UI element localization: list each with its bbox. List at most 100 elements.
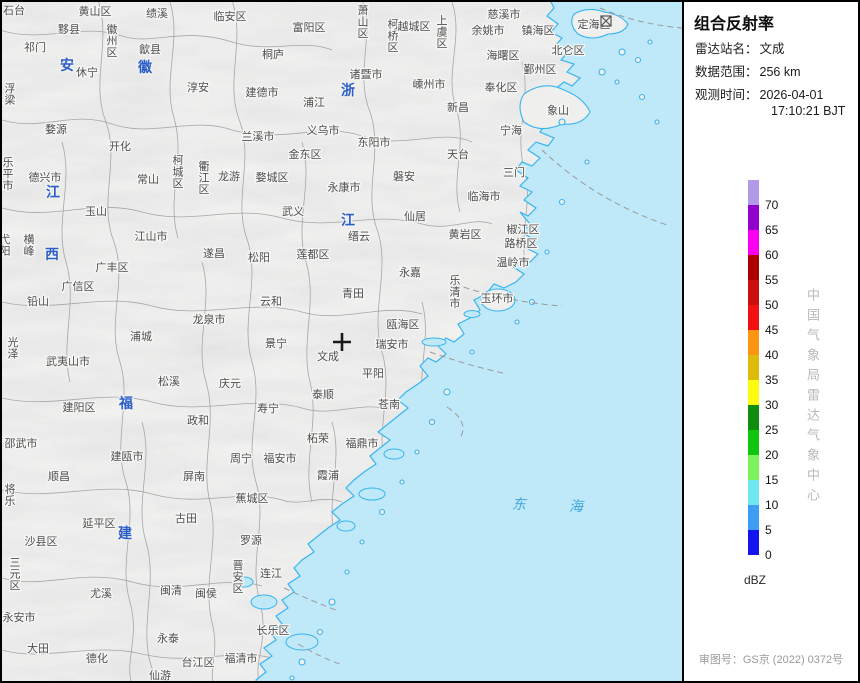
map-label: 磐安 [393,169,415,183]
legend-tick-label: 55 [765,273,779,287]
radar-map[interactable]: 石台 黄山区 绩溪 临安区 富阳区 萧山区 柯桥区 越城区 上虞区 慈溪市 定海区 余姚市 镇海区 北仑区… [2,2,684,681]
map-label: 松阳 [248,250,270,264]
map-label: 龙游 [218,170,240,183]
map-label: 青田 [342,287,364,300]
time-value-date: 2026-04-01 [759,88,824,102]
map-label: 石台 [3,3,25,17]
map-label: 浮梁 [5,82,16,107]
map-label: 海曙区 [487,48,520,62]
legend-unit: dBZ [744,573,767,587]
map-label: 绩溪 [146,7,168,20]
map-label: 柯桥区 [388,18,399,54]
legend-tick-label: 65 [765,223,779,237]
map-label: 古田 [175,512,197,525]
radar-station-cross [333,333,351,351]
info-panel: 组合反射率 雷达站名： 文成 数据范围： 256 km 观测时间： 2026-04-0… [684,2,858,681]
legend-tick-label: 15 [765,473,779,487]
map-label: 罗源 [240,533,262,547]
map-label: 蕉城区 [236,492,269,505]
legend-color-block [748,280,759,305]
station-label: 雷达站名： [695,42,758,56]
map-label: 椒江区 [507,222,540,236]
map-label: 常山 [137,173,159,186]
map-label: 柘荣 [307,431,329,445]
legend-color-block [748,305,759,330]
legend-tick-label: 30 [765,398,779,412]
province-label: 江 [46,184,60,200]
legend-color-block [748,455,759,480]
map-label: 余姚市 [472,23,505,37]
map-label: 缙云 [348,229,370,243]
range-label: 数据范围： [695,65,758,79]
map-label: 乐平市 [3,156,14,192]
map-label: 晋安区 [233,559,244,595]
province-label: 安 [60,57,74,73]
map-label: 北仑区 [552,43,585,57]
map-label: 乐清市 [450,274,461,310]
map-label: 镇海区 [522,23,555,37]
legend-color-block [748,505,759,530]
legend-level: 35 [748,355,778,387]
map-label: 长乐区 [257,624,290,637]
map-label: 浦城 [130,330,152,343]
map-label: 玉山 [85,205,107,218]
legend-level: 30 [748,380,778,412]
map-label: 建阳区 [63,400,96,414]
legend-color-block [748,530,759,555]
province-label: 江 [341,212,355,228]
map-label: 广信区 [62,280,95,293]
map-label: 桐庐 [262,47,284,61]
map-label: 永嘉 [399,265,421,279]
time-value-clock: 17:10:21 BJT [771,104,846,118]
map-label: 沙县区 [25,535,58,548]
watermark-vertical: 中国气象局雷达气象中心 [805,288,820,508]
map-label: 金东区 [289,147,322,161]
map-label: 路桥区 [505,237,538,250]
legend-level: 55 [748,255,778,287]
map-label: 景宁 [265,336,287,350]
map-label: 龙泉市 [193,312,226,326]
secondary-station-box [600,15,612,27]
legend-color-block [748,330,759,355]
time-row: 观测时间： 2026-04-01 [695,84,823,103]
map-label: 奉化区 [485,80,518,94]
map-label: 诸暨市 [350,67,383,81]
legend-level: 5 [748,505,772,537]
legend-tick-label: 0 [765,548,772,562]
map-label: 铅山 [27,294,49,308]
map-label: 尤溪 [90,587,112,600]
legend-color-block [748,380,759,405]
map-label: 江山市 [135,229,168,243]
map-label: 浦江 [303,96,325,109]
map-label: 临安区 [214,9,247,23]
map-label: 庆元 [219,376,241,390]
legend-level: 45 [748,305,778,337]
legend-level: 20 [748,430,778,462]
map-label: 象山 [547,104,569,117]
legend-tick-label: 45 [765,323,779,337]
map-label: 苍南 [378,398,400,411]
legend-tick-label: 5 [765,523,772,537]
legend-color-block [748,255,759,280]
map-label: 义乌市 [307,123,340,137]
station-row: 雷达站名： 文成 [695,38,785,57]
legend-level: 60 [748,230,778,262]
map-label: 德兴市 [29,170,62,184]
map-label: 瑞安市 [376,337,409,351]
map-label: 柯城区 [173,154,184,190]
province-label: 建 [118,525,132,541]
legend-tick-label: 10 [765,498,779,512]
legend-tick-label: 50 [765,298,779,312]
map-label: 台江区 [182,655,215,669]
legend-color-block [748,405,759,430]
map-label: 嵊州市 [413,77,446,91]
map-label: 温岭市 [497,255,530,269]
map-label: 淳安 [187,80,209,94]
legend-tick-label: 35 [765,373,779,387]
map-label: 松溪 [158,374,180,388]
map-label: 弋阳 [2,233,11,258]
map-label: 鄞州区 [524,63,557,76]
map-label: 横峰 [24,232,35,258]
map-label: 婺源 [45,122,67,136]
